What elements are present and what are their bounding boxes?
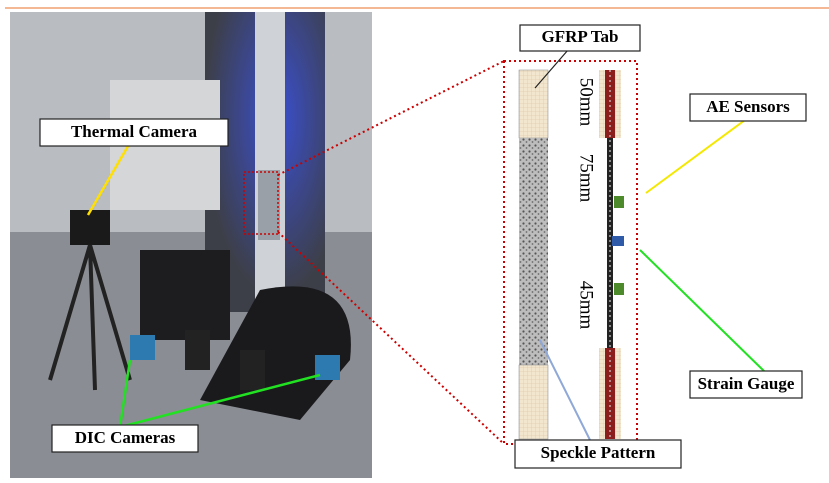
- callout-label: Thermal Camera: [71, 122, 198, 141]
- callout-label: GFRP Tab: [541, 27, 618, 46]
- dimension-labels: 50mm 75mm 45mm: [576, 78, 597, 330]
- callout-label: Speckle Pattern: [541, 443, 656, 462]
- dimension: 50mm: [576, 78, 597, 127]
- dimension: 45mm: [576, 281, 597, 330]
- figure: 50mm 75mm 45mm Thermal Camera DIC Camera…: [0, 0, 829, 483]
- dimension: 75mm: [576, 154, 597, 203]
- specimen: [519, 70, 624, 439]
- callout-label: DIC Cameras: [75, 428, 176, 447]
- callout-label: AE Sensors: [706, 97, 790, 116]
- callout-label: Strain Gauge: [698, 374, 795, 393]
